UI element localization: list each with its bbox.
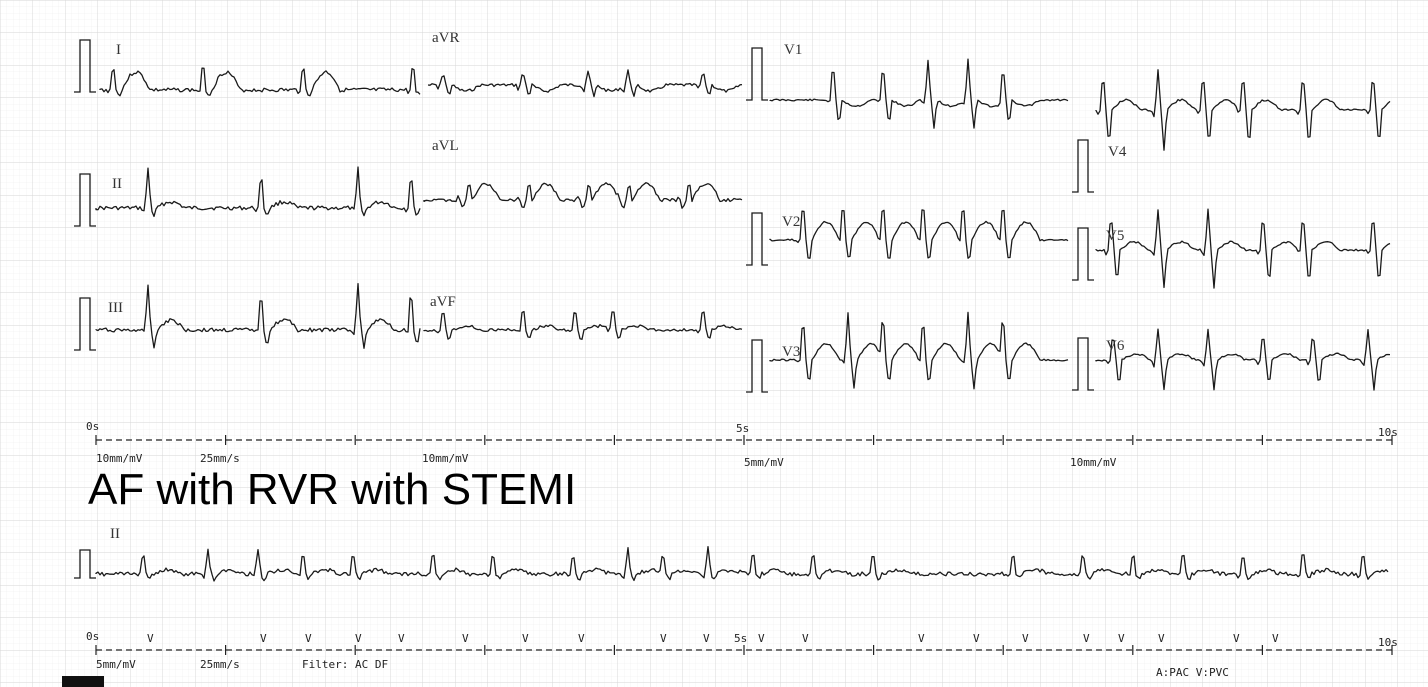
lead-label-II: II (112, 176, 122, 192)
trace-V2 (769, 209, 1069, 259)
calibration-pulse (74, 39, 96, 93)
time-axis-bottom (95, 645, 1393, 655)
pvc-marker: V (1118, 632, 1125, 645)
scale-label-bottom-1: 5mm/mV (96, 658, 136, 671)
trace-I (99, 67, 421, 97)
pvc-marker: V (1158, 632, 1165, 645)
time-mid-bottom: 5s (734, 632, 747, 645)
pvc-marker: V (1022, 632, 1029, 645)
scale-label-bottom-2: 25mm/s (200, 658, 240, 671)
pvc-marker: V (758, 632, 765, 645)
lead-label-V2: V2 (782, 214, 800, 230)
pvc-marker: V (355, 632, 362, 645)
trace-V3 (769, 311, 1069, 390)
time-start-bottom: 0s (86, 630, 99, 643)
lead-label-I: I (116, 42, 121, 58)
pvc-marker: V (660, 632, 667, 645)
ecg-traces (95, 58, 1391, 582)
pvc-marker: V (1272, 632, 1279, 645)
pvc-marker: V (260, 632, 267, 645)
calibration-pulse (746, 47, 768, 101)
pvc-marker: V (703, 632, 710, 645)
calibration-pulse (1072, 139, 1094, 193)
time-end-top: 10s (1378, 426, 1398, 439)
trace-aVR (427, 69, 743, 98)
calibration-pulse (1072, 337, 1094, 391)
scale-label-top-5: 10mm/mV (1070, 456, 1117, 469)
lead-label-V4: V4 (1108, 144, 1127, 160)
pvc-marker: V (1083, 632, 1090, 645)
pvc-marker: V (578, 632, 585, 645)
lead-label-V5: V5 (1106, 228, 1124, 244)
trace-V6 (1095, 328, 1391, 391)
scale-label-top-2: 25mm/s (200, 452, 240, 465)
trace-rhythm-II (95, 546, 1389, 582)
pvc-marker: V (522, 632, 529, 645)
scale-label-top-1: 10mm/mV (96, 452, 143, 465)
lead-label-rhythm-II: II (110, 526, 120, 542)
calibration-pulse (74, 173, 96, 227)
time-mid-top: 5s (736, 422, 749, 435)
calibration-pulse (74, 297, 96, 351)
pvc-marker: V (1233, 632, 1240, 645)
lead-label-aVR: aVR (432, 30, 460, 46)
pvc-marker: V (802, 632, 809, 645)
calibration-pulse (746, 212, 768, 266)
pvc-marker: V (305, 632, 312, 645)
trace-III (95, 282, 421, 349)
lead-label-V6: V6 (1106, 338, 1125, 354)
calibration-pulse (1072, 227, 1094, 281)
lead-label-aVF: aVF (430, 294, 456, 310)
pvc-marker: V (398, 632, 405, 645)
calibration-pulse (746, 339, 768, 393)
trace-aVF (423, 310, 743, 340)
trace-V1 (769, 58, 1069, 129)
time-end-bottom: 10s (1378, 636, 1398, 649)
diagnosis-banner: AF with RVR with STEMI (88, 465, 577, 514)
pvc-marker: V (462, 632, 469, 645)
scale-label-top-3: 10mm/mV (422, 452, 469, 465)
lead-label-V1: V1 (784, 42, 802, 58)
pvc-marker: V (973, 632, 980, 645)
lead-label-V3: V3 (782, 344, 800, 360)
calibration-pulses (74, 39, 1094, 579)
pvc-marker: V (147, 632, 154, 645)
beat-legend: A:PAC V:PVC (1156, 666, 1229, 679)
trace-II (95, 166, 421, 218)
trace-V4 (1095, 69, 1391, 151)
calibration-pulse (74, 549, 96, 579)
lead-label-aVL: aVL (432, 138, 459, 154)
corner-block (62, 676, 104, 687)
time-axis-top (95, 435, 1393, 445)
pvc-marker: V (918, 632, 925, 645)
trace-V5 (1095, 208, 1391, 289)
filter-label: Filter: AC DF (302, 658, 388, 671)
lead-label-III: III (108, 300, 123, 316)
trace-aVL (423, 182, 743, 209)
scale-label-top-4: 5mm/mV (744, 456, 784, 469)
time-start-top: 0s (86, 420, 99, 433)
